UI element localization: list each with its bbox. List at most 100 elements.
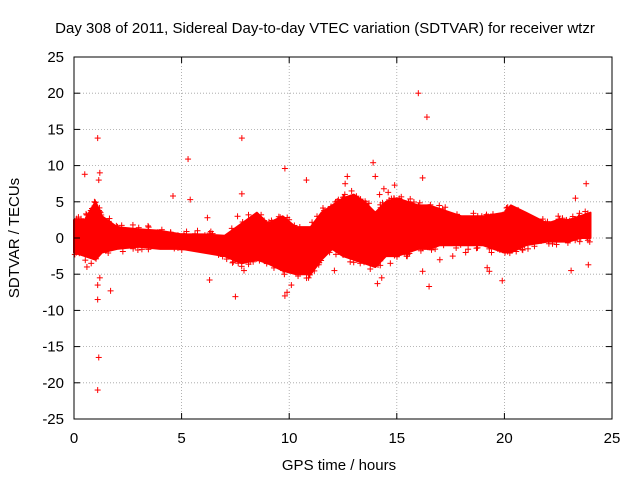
band-point: [405, 248, 412, 255]
band-point: [407, 195, 414, 202]
band-point: [538, 237, 545, 244]
band-point: [544, 218, 551, 225]
band-point: [277, 214, 284, 221]
band-point: [295, 273, 302, 280]
band-point: [281, 271, 288, 278]
data-point: [96, 274, 103, 281]
band-point: [377, 257, 384, 264]
data-point: [380, 185, 387, 192]
data-point: [499, 277, 506, 284]
data-point: [372, 173, 379, 180]
data-point: [281, 165, 288, 172]
band-point: [433, 241, 440, 248]
band-point: [367, 265, 374, 272]
band-point: [539, 216, 546, 223]
band-point: [377, 204, 384, 211]
data-point: [204, 214, 211, 221]
data-point: [342, 180, 349, 187]
data-point: [94, 282, 101, 289]
band-point: [135, 224, 142, 231]
data-point: [94, 135, 101, 142]
data-point: [288, 282, 295, 289]
band-point: [504, 204, 511, 211]
band-point: [245, 261, 252, 268]
data-point: [91, 198, 98, 205]
band-point: [357, 196, 364, 203]
band-point: [258, 211, 265, 218]
band-point: [555, 213, 562, 220]
band-point: [584, 210, 591, 217]
band-point: [453, 211, 460, 218]
band-point: [145, 224, 152, 231]
y-tick-label: -15: [42, 339, 64, 356]
data-point: [333, 202, 340, 209]
band-point: [519, 246, 526, 253]
y-tick-label: 10: [47, 158, 64, 175]
band-point: [504, 248, 511, 255]
data-point: [241, 267, 248, 274]
band-point: [92, 199, 99, 206]
data-point: [484, 238, 491, 245]
band-point: [194, 227, 201, 234]
data-point: [374, 280, 381, 287]
data-point: [387, 260, 394, 267]
band-point: [321, 207, 328, 214]
data-point: [462, 249, 469, 256]
band-point: [569, 213, 576, 220]
band-point: [102, 247, 109, 254]
data-point: [303, 177, 310, 184]
y-tick-label: 15: [47, 121, 64, 138]
band-point: [256, 257, 263, 264]
band-point: [238, 263, 245, 270]
band-point: [306, 271, 313, 278]
data-point: [331, 267, 338, 274]
band-point: [496, 246, 503, 253]
data-point: [572, 195, 579, 202]
band-point: [82, 257, 89, 264]
band-point: [553, 218, 560, 225]
x-tick-label: 25: [604, 430, 621, 447]
data-point: [95, 177, 102, 184]
band-point: [375, 261, 382, 268]
band-point: [404, 251, 411, 258]
data-point: [484, 264, 491, 271]
band-point: [88, 205, 95, 212]
data-point: [583, 180, 590, 187]
y-tick-label: -5: [51, 266, 64, 283]
band-point: [391, 252, 398, 259]
band-point: [259, 217, 266, 224]
band-point: [427, 204, 434, 211]
data-point: [576, 238, 583, 245]
band-point: [424, 244, 431, 251]
band-point: [388, 195, 395, 202]
data-point: [385, 189, 392, 196]
band-point: [174, 244, 181, 251]
band-point: [145, 246, 152, 253]
data-point: [370, 159, 377, 166]
band-point: [314, 213, 321, 220]
y-tick-label: 20: [47, 85, 64, 102]
data-point: [206, 276, 213, 283]
data-point: [234, 213, 241, 220]
band-point: [474, 213, 481, 220]
x-axis-label: GPS time / hours: [282, 457, 396, 474]
band-point: [572, 237, 579, 244]
band-point: [483, 211, 490, 218]
data-point: [107, 287, 114, 294]
data-point: [423, 114, 430, 121]
band-point: [362, 201, 369, 208]
band-point: [436, 202, 443, 209]
band-point: [586, 238, 593, 245]
data-point: [96, 169, 103, 176]
band-point: [489, 211, 496, 218]
band-point: [154, 229, 161, 236]
band-point: [470, 210, 477, 217]
band-point: [280, 267, 287, 274]
band-point: [229, 259, 236, 266]
band-point: [328, 203, 335, 210]
x-tick-label: 15: [388, 430, 405, 447]
data-point: [281, 292, 288, 299]
data-point: [95, 354, 102, 361]
band-point: [417, 247, 424, 254]
band-point: [230, 258, 237, 265]
